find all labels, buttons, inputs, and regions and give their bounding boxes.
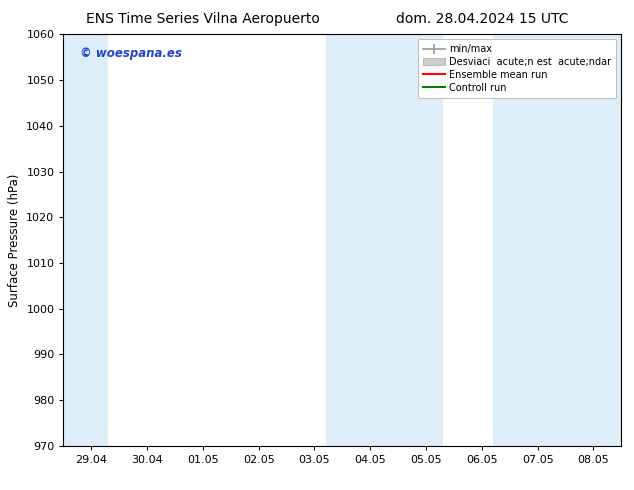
Bar [63, 34, 108, 446]
Bar [326, 34, 443, 446]
Legend: min/max, Desviaci  acute;n est  acute;ndar, Ensemble mean run, Controll run: min/max, Desviaci acute;n est acute;ndar… [418, 39, 616, 98]
Bar [493, 34, 621, 446]
Text: dom. 28.04.2024 15 UTC: dom. 28.04.2024 15 UTC [396, 12, 568, 26]
Y-axis label: Surface Pressure (hPa): Surface Pressure (hPa) [8, 173, 21, 307]
Text: © woespana.es: © woespana.es [80, 47, 182, 60]
Text: ENS Time Series Vilna Aeropuerto: ENS Time Series Vilna Aeropuerto [86, 12, 320, 26]
